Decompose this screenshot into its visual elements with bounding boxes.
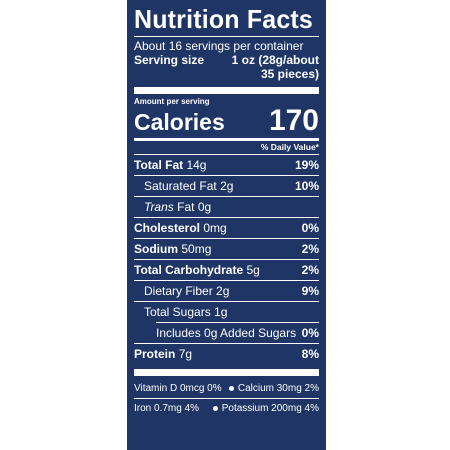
divider [134,343,319,344]
nutrient-amount: 14g [186,158,207,172]
nutrient-name: Saturated Fat [144,179,217,193]
divider [134,154,319,155]
nutrient-dv: 0% [301,221,319,235]
serving-size-value: 1 oz (28g/about 35 pieces) [232,53,319,81]
nutrient-name: Sodium [134,242,178,256]
divider [134,217,319,218]
nutrient-name: Cholesterol [134,221,201,235]
nutrient-dv: 2% [301,242,319,256]
calcium: Calcium 30mg 2% [237,383,319,394]
nutrient-row-trans-fat: Trans Fat 0g [134,197,319,217]
nutrient-dv: 9% [301,284,319,298]
nutrient-row-total-sugars: Total Sugars 1g [134,302,319,322]
serving-size-label: Serving size [134,53,205,67]
vitamin-d: Vitamin D 0mcg 0% [134,383,222,394]
medium-divider [134,138,319,141]
serving-size-value-line1: 1 oz (28g/about [231,53,319,67]
daily-value-header: % Daily Value* [260,142,319,152]
nutrient-amount: 0mg [203,221,227,235]
nutrient-name: Dietary Fiber [144,284,213,298]
amount-per-serving: Amount per serving [134,97,210,106]
thick-divider [134,369,319,376]
nutrient-dv: 10% [294,179,319,193]
divider [134,238,319,239]
potassium: Potassium 200mg 4% [221,403,319,414]
serving-size-row: Serving size 1 oz (28g/about 35 pieces) [134,53,319,81]
divider [134,175,319,176]
nutrient-row-protein: Protein 7g 8% [134,344,319,364]
thick-divider [134,87,319,94]
nutrition-facts-content: Nutrition Facts About 16 servings per co… [134,5,319,450]
nutrient-row-sodium: Sodium 50mg 2% [134,239,319,259]
nutrient-name: Fat [177,200,195,214]
nutrient-name: Total Carbohydrate [134,263,244,277]
nutrient-row-added-sugars: Includes 0g Added Sugars 0% [134,323,319,343]
bullet-icon [212,405,218,411]
nutrient-row-total-fat: Total Fat 14g 19% [134,155,319,175]
nutrient-row-saturated-fat: Saturated Fat 2g 10% [134,176,319,196]
nutrient-row-cholesterol: Cholesterol 0mg 0% [134,218,319,238]
nutrient-row-total-carbohydrate: Total Carbohydrate 5g 2% [134,260,319,280]
nutrient-dv: 0% [301,326,319,340]
nutrient-amount: 50mg [181,242,212,256]
nutrition-facts-panel: Nutrition Facts About 16 servings per co… [127,0,326,450]
bullet-icon [228,385,234,391]
nutrient-amount: 2g [216,284,230,298]
label-title: Nutrition Facts [134,4,313,34]
nutrient-amount: 0g [197,200,212,214]
vitamin-row-1: Vitamin D 0mcg 0% Calcium 30mg 2% [134,379,319,398]
serving-size-value-line2: 35 pieces) [260,67,319,81]
nutrient-dv: 8% [301,347,319,361]
divider [134,36,319,37]
nutrient-dv: 19% [294,158,319,172]
divider [134,196,319,197]
servings-per-container: About 16 servings per container [134,39,304,53]
nutrient-row-dietary-fiber: Dietary Fiber 2g 9% [134,281,319,301]
nutrient-name: Total Fat [134,158,184,172]
vitamin-row-2: Iron 0.7mg 4% Potassium 200mg 4% [134,399,319,418]
nutrient-dv: 2% [301,263,319,277]
calories-label: Calories [134,109,225,135]
nutrient-name: Includes 0g Added Sugars [156,326,297,340]
calories-value: 170 [268,104,319,137]
nutrient-amount: 5g [246,263,260,277]
iron: Iron 0.7mg 4% [134,403,200,414]
divider [134,398,319,399]
nutrient-amount: 1g [214,305,228,319]
divider [134,259,319,260]
calories-row: Calories 170 [134,104,319,137]
divider [156,322,319,323]
divider [134,280,319,281]
nutrient-amount: 7g [178,347,193,361]
nutrient-amount: 2g [220,179,234,193]
nutrient-name-italic: Trans [144,200,174,214]
nutrient-name: Total Sugars [144,305,211,319]
nutrient-name: Protein [134,347,176,361]
divider [134,301,319,302]
